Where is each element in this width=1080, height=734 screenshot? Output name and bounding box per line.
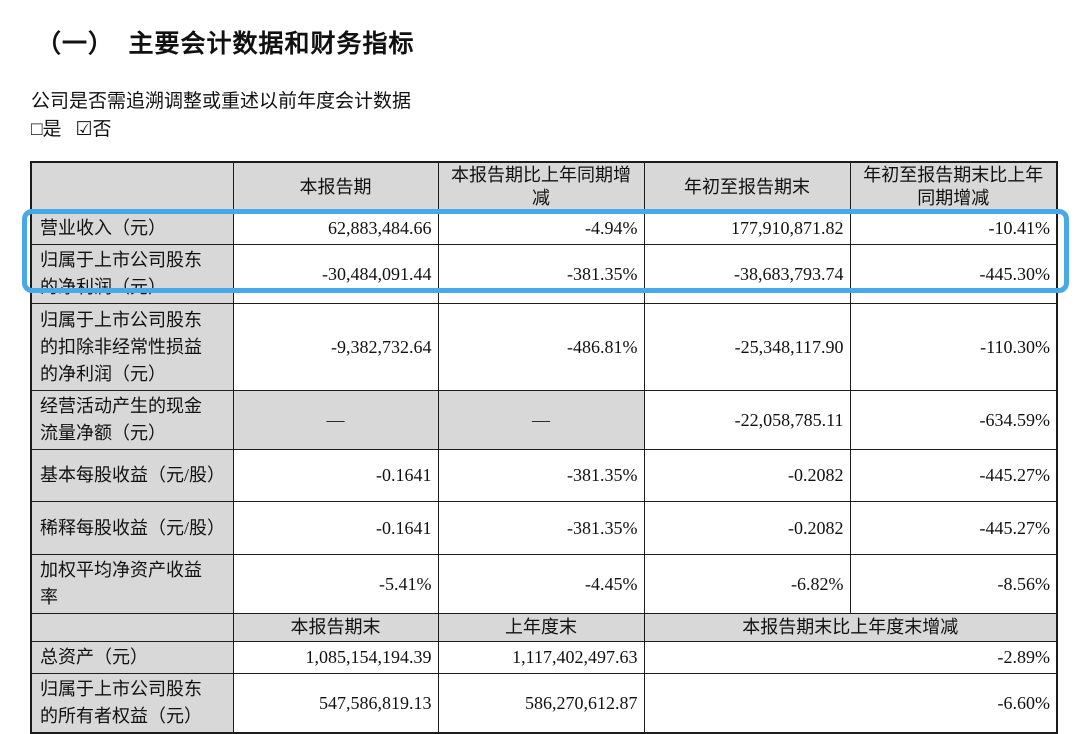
table-row-net-profit: 归属于上市公司股东的净利润（元） -30,484,091.44 -381.35%…	[30, 244, 1058, 304]
cell-value-dash: —	[232, 390, 439, 450]
cell-value: -9,382,732.64	[232, 303, 439, 391]
table-row-diluted-eps: 稀释每股收益（元/股） -0.1641 -381.35% -0.2082 -44…	[30, 501, 1058, 555]
header-end-of-period: 本报告期末	[232, 613, 439, 642]
cell-value: 1,085,154,194.39	[232, 641, 439, 674]
table-row-total-assets: 总资产（元） 1,085,154,194.39 1,117,402,497.63…	[30, 641, 1058, 674]
cell-value: -445.27%	[849, 449, 1058, 502]
table-row-operating-cash-flow: 经营活动产生的现金流量净额（元） — — -22,058,785.11 -634…	[30, 390, 1058, 450]
cell-value: -445.30%	[849, 244, 1058, 304]
cell-value: -0.2082	[643, 501, 851, 555]
corner-cell	[30, 613, 234, 642]
cell-value: 547,586,819.13	[232, 673, 439, 734]
row-label: 归属于上市公司股东的所有者权益（元）	[30, 673, 234, 734]
row-label: 营业收入（元）	[30, 211, 234, 245]
cell-value: -8.56%	[849, 554, 1058, 614]
cell-value: -25,348,117.90	[643, 303, 851, 391]
cell-value: -22,058,785.11	[643, 390, 851, 450]
cell-value: 62,883,484.66	[232, 211, 439, 245]
cell-value: -0.2082	[643, 449, 851, 502]
table-row-basic-eps: 基本每股收益（元/股） -0.1641 -381.35% -0.2082 -44…	[30, 449, 1058, 502]
cell-value: -6.60%	[643, 673, 1058, 734]
cell-value: -0.1641	[232, 449, 439, 502]
cell-value: -2.89%	[643, 641, 1058, 674]
cell-value: -38,683,793.74	[643, 244, 851, 304]
table-section2-header-row: 本报告期末 上年度末 本报告期末比上年度末增减	[30, 613, 1058, 642]
cell-value: -381.35%	[437, 501, 645, 555]
cell-value: -30,484,091.44	[232, 244, 439, 304]
row-label: 加权平均净资产收益率	[30, 554, 234, 614]
cell-value: -381.35%	[437, 244, 645, 304]
cell-value: -110.30%	[849, 303, 1058, 391]
checkbox-yes: □是	[31, 119, 62, 140]
table-row-equity: 归属于上市公司股东的所有者权益（元） 547,586,819.13 586,27…	[30, 673, 1058, 734]
cell-value: -486.81%	[437, 303, 645, 391]
header-current-period: 本报告期	[232, 161, 439, 212]
cell-value: 586,270,612.87	[437, 673, 645, 734]
cell-value: -634.59%	[849, 390, 1058, 450]
row-label: 归属于上市公司股东的净利润（元）	[30, 244, 234, 304]
cell-value: -4.45%	[437, 554, 645, 614]
row-label: 归属于上市公司股东的扣除非经常性损益的净利润（元）	[30, 303, 234, 391]
cell-value: -10.41%	[849, 211, 1058, 245]
corner-cell	[30, 161, 234, 212]
cell-value: 177,910,871.82	[643, 211, 851, 245]
checkbox-no-checked: ☑否	[75, 119, 112, 140]
header-ytd-vs-prior: 年初至报告期末比上年同期增减	[849, 161, 1058, 212]
cell-value: -6.82%	[643, 554, 851, 614]
table-row-revenue: 营业收入（元） 62,883,484.66 -4.94% 177,910,871…	[30, 211, 1058, 245]
header-ytd: 年初至报告期末	[643, 161, 851, 212]
cell-value: -0.1641	[232, 501, 439, 555]
header-period-end-vs-prior-year-end: 本报告期末比上年度末增减	[643, 613, 1058, 642]
row-label: 经营活动产生的现金流量净额（元）	[30, 390, 234, 450]
table-row-weighted-avg-roe: 加权平均净资产收益率 -5.41% -4.45% -6.82% -8.56%	[30, 554, 1058, 614]
cell-value: -5.41%	[232, 554, 439, 614]
restatement-question: 公司是否需追溯调整或重述以前年度会计数据	[31, 91, 412, 112]
cell-value: -445.27%	[849, 501, 1058, 555]
row-label: 稀释每股收益（元/股）	[30, 501, 234, 555]
header-current-vs-prior: 本报告期比上年同期增减	[437, 161, 645, 212]
cell-value: 1,117,402,497.63	[437, 641, 645, 674]
table-row-net-profit-excl-nonrecurring: 归属于上市公司股东的扣除非经常性损益的净利润（元） -9,382,732.64 …	[30, 303, 1058, 391]
cell-value: -4.94%	[437, 211, 645, 245]
restatement-answer-line: □是 ☑否	[31, 114, 112, 141]
row-label: 总资产（元）	[30, 641, 234, 674]
cell-value-dash: —	[437, 390, 645, 450]
page-title: （一） 主要会计数据和财务指标	[36, 31, 415, 58]
table-header-row: 本报告期 本报告期比上年同期增减 年初至报告期末 年初至报告期末比上年同期增减	[30, 161, 1058, 212]
key-financials-table: 本报告期 本报告期比上年同期增减 年初至报告期末 年初至报告期末比上年同期增减 …	[30, 161, 1058, 734]
row-label: 基本每股收益（元/股）	[30, 449, 234, 502]
cell-value: -381.35%	[437, 449, 645, 502]
header-end-of-prior-year: 上年度末	[437, 613, 645, 642]
